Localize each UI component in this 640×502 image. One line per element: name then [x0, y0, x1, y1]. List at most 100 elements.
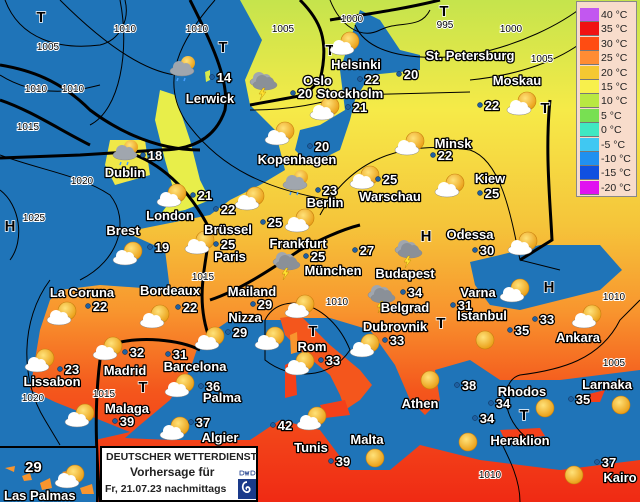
sun-cloud-icon	[264, 121, 295, 146]
sun-cloud-icon	[156, 183, 187, 208]
isobar-label: 1005	[531, 54, 554, 65]
legend-entry: 10 °C	[580, 94, 636, 109]
pressure-center-label: T	[540, 100, 549, 117]
legend-entry: 40 °C	[580, 8, 636, 22]
city-name: Kiew	[475, 171, 506, 186]
city-name: Berlin	[307, 195, 344, 210]
legend-entry: 20 °C	[580, 65, 636, 80]
issuer-name: DEUTSCHER WETTERDIENST	[106, 451, 258, 463]
legend-label: -5 °C	[601, 138, 626, 151]
city-marker	[188, 419, 194, 425]
city-marker	[454, 382, 460, 388]
legend-swatch	[580, 180, 599, 195]
dwd-swirl-icon	[241, 481, 251, 494]
city-london: London 21	[145, 187, 214, 225]
inset-temp: 29	[25, 459, 42, 476]
city-temperature: 35	[576, 392, 590, 407]
city-marker	[57, 366, 63, 372]
legend-swatch	[580, 137, 599, 152]
rain-cloud-icon	[169, 56, 195, 82]
city-name: Rom	[298, 339, 327, 354]
city-name: Dublin	[105, 165, 145, 180]
sun-cloud-icon	[54, 464, 85, 489]
las-palmas-inset: 29 Las Palmas	[0, 446, 98, 502]
city-temperature: 22	[221, 202, 235, 217]
city-temperature: 23	[323, 183, 337, 198]
city-frankfurt: Frankfurt 25	[260, 214, 328, 252]
city-temperature: 25	[311, 249, 325, 264]
legend-entry: 35 °C	[580, 22, 636, 37]
city-name: La Coruna	[50, 285, 115, 300]
city-heraklion: Heraklion 34	[472, 410, 551, 449]
sun-icon	[564, 465, 584, 485]
city-marker	[352, 247, 358, 253]
isobar-label: 1010	[186, 24, 209, 35]
legend-label: 10 °C	[601, 95, 628, 108]
pressure-center-label: T	[138, 379, 147, 396]
thunderstorm-icon	[272, 252, 301, 281]
city-temperature: 22	[485, 98, 499, 113]
legend-entry: 30 °C	[580, 36, 636, 51]
city-temperature: 32	[130, 345, 144, 360]
city-temperature: 21	[198, 188, 212, 203]
isobar-label: 1025	[23, 213, 46, 224]
city-marker	[209, 74, 215, 80]
city-temperature: 39	[120, 414, 134, 429]
legend-label: 15 °C	[601, 81, 628, 93]
sun-cloud-icon	[164, 373, 195, 398]
city-marker	[488, 400, 494, 406]
sun-cloud-icon	[112, 241, 143, 266]
sun-icon	[458, 432, 478, 452]
sun-cloud-icon	[507, 231, 538, 256]
baltic-sea	[295, 10, 420, 165]
weather-icons	[24, 31, 631, 485]
sun-cloud-icon	[329, 31, 360, 56]
thunderstorm-icon	[394, 240, 423, 269]
isobar-label: 1020	[71, 176, 94, 187]
sun-icon	[365, 448, 385, 468]
city-marker	[213, 206, 219, 212]
isobar-label: 1005	[272, 24, 295, 35]
sun-cloud-icon	[184, 230, 215, 255]
city-marker	[594, 459, 600, 465]
city-name: Lissabon	[23, 374, 80, 389]
las-palmas-map: 29 Las Palmas	[3, 458, 94, 502]
isobar-label: 1010	[25, 84, 48, 95]
city-name: Stockholm	[317, 86, 383, 101]
city-marker	[345, 104, 351, 110]
city-temperature: 20	[404, 67, 418, 82]
city-temperature: 33	[540, 312, 554, 327]
city-temperature: 20	[298, 86, 312, 101]
forecast-title: Vorhersage für	[130, 465, 215, 479]
city-name: Ankara	[556, 330, 601, 345]
pressure-center-label: H	[544, 279, 555, 296]
isobar-label: 1020	[22, 393, 45, 404]
city-name: Dubrovnik	[363, 319, 428, 334]
legend-swatch	[580, 80, 599, 94]
city-temperature: 29	[233, 325, 247, 340]
pressure-center-label: T	[436, 315, 445, 332]
city-marker	[290, 90, 296, 96]
legend-swatch	[580, 123, 599, 138]
city-name: Paris	[214, 249, 246, 264]
pressure-center-label: H	[421, 228, 432, 245]
legend-swatch	[580, 108, 599, 123]
legend-swatch	[580, 8, 599, 22]
pressure-center-label: T	[439, 3, 448, 20]
legend-swatch	[580, 22, 599, 37]
